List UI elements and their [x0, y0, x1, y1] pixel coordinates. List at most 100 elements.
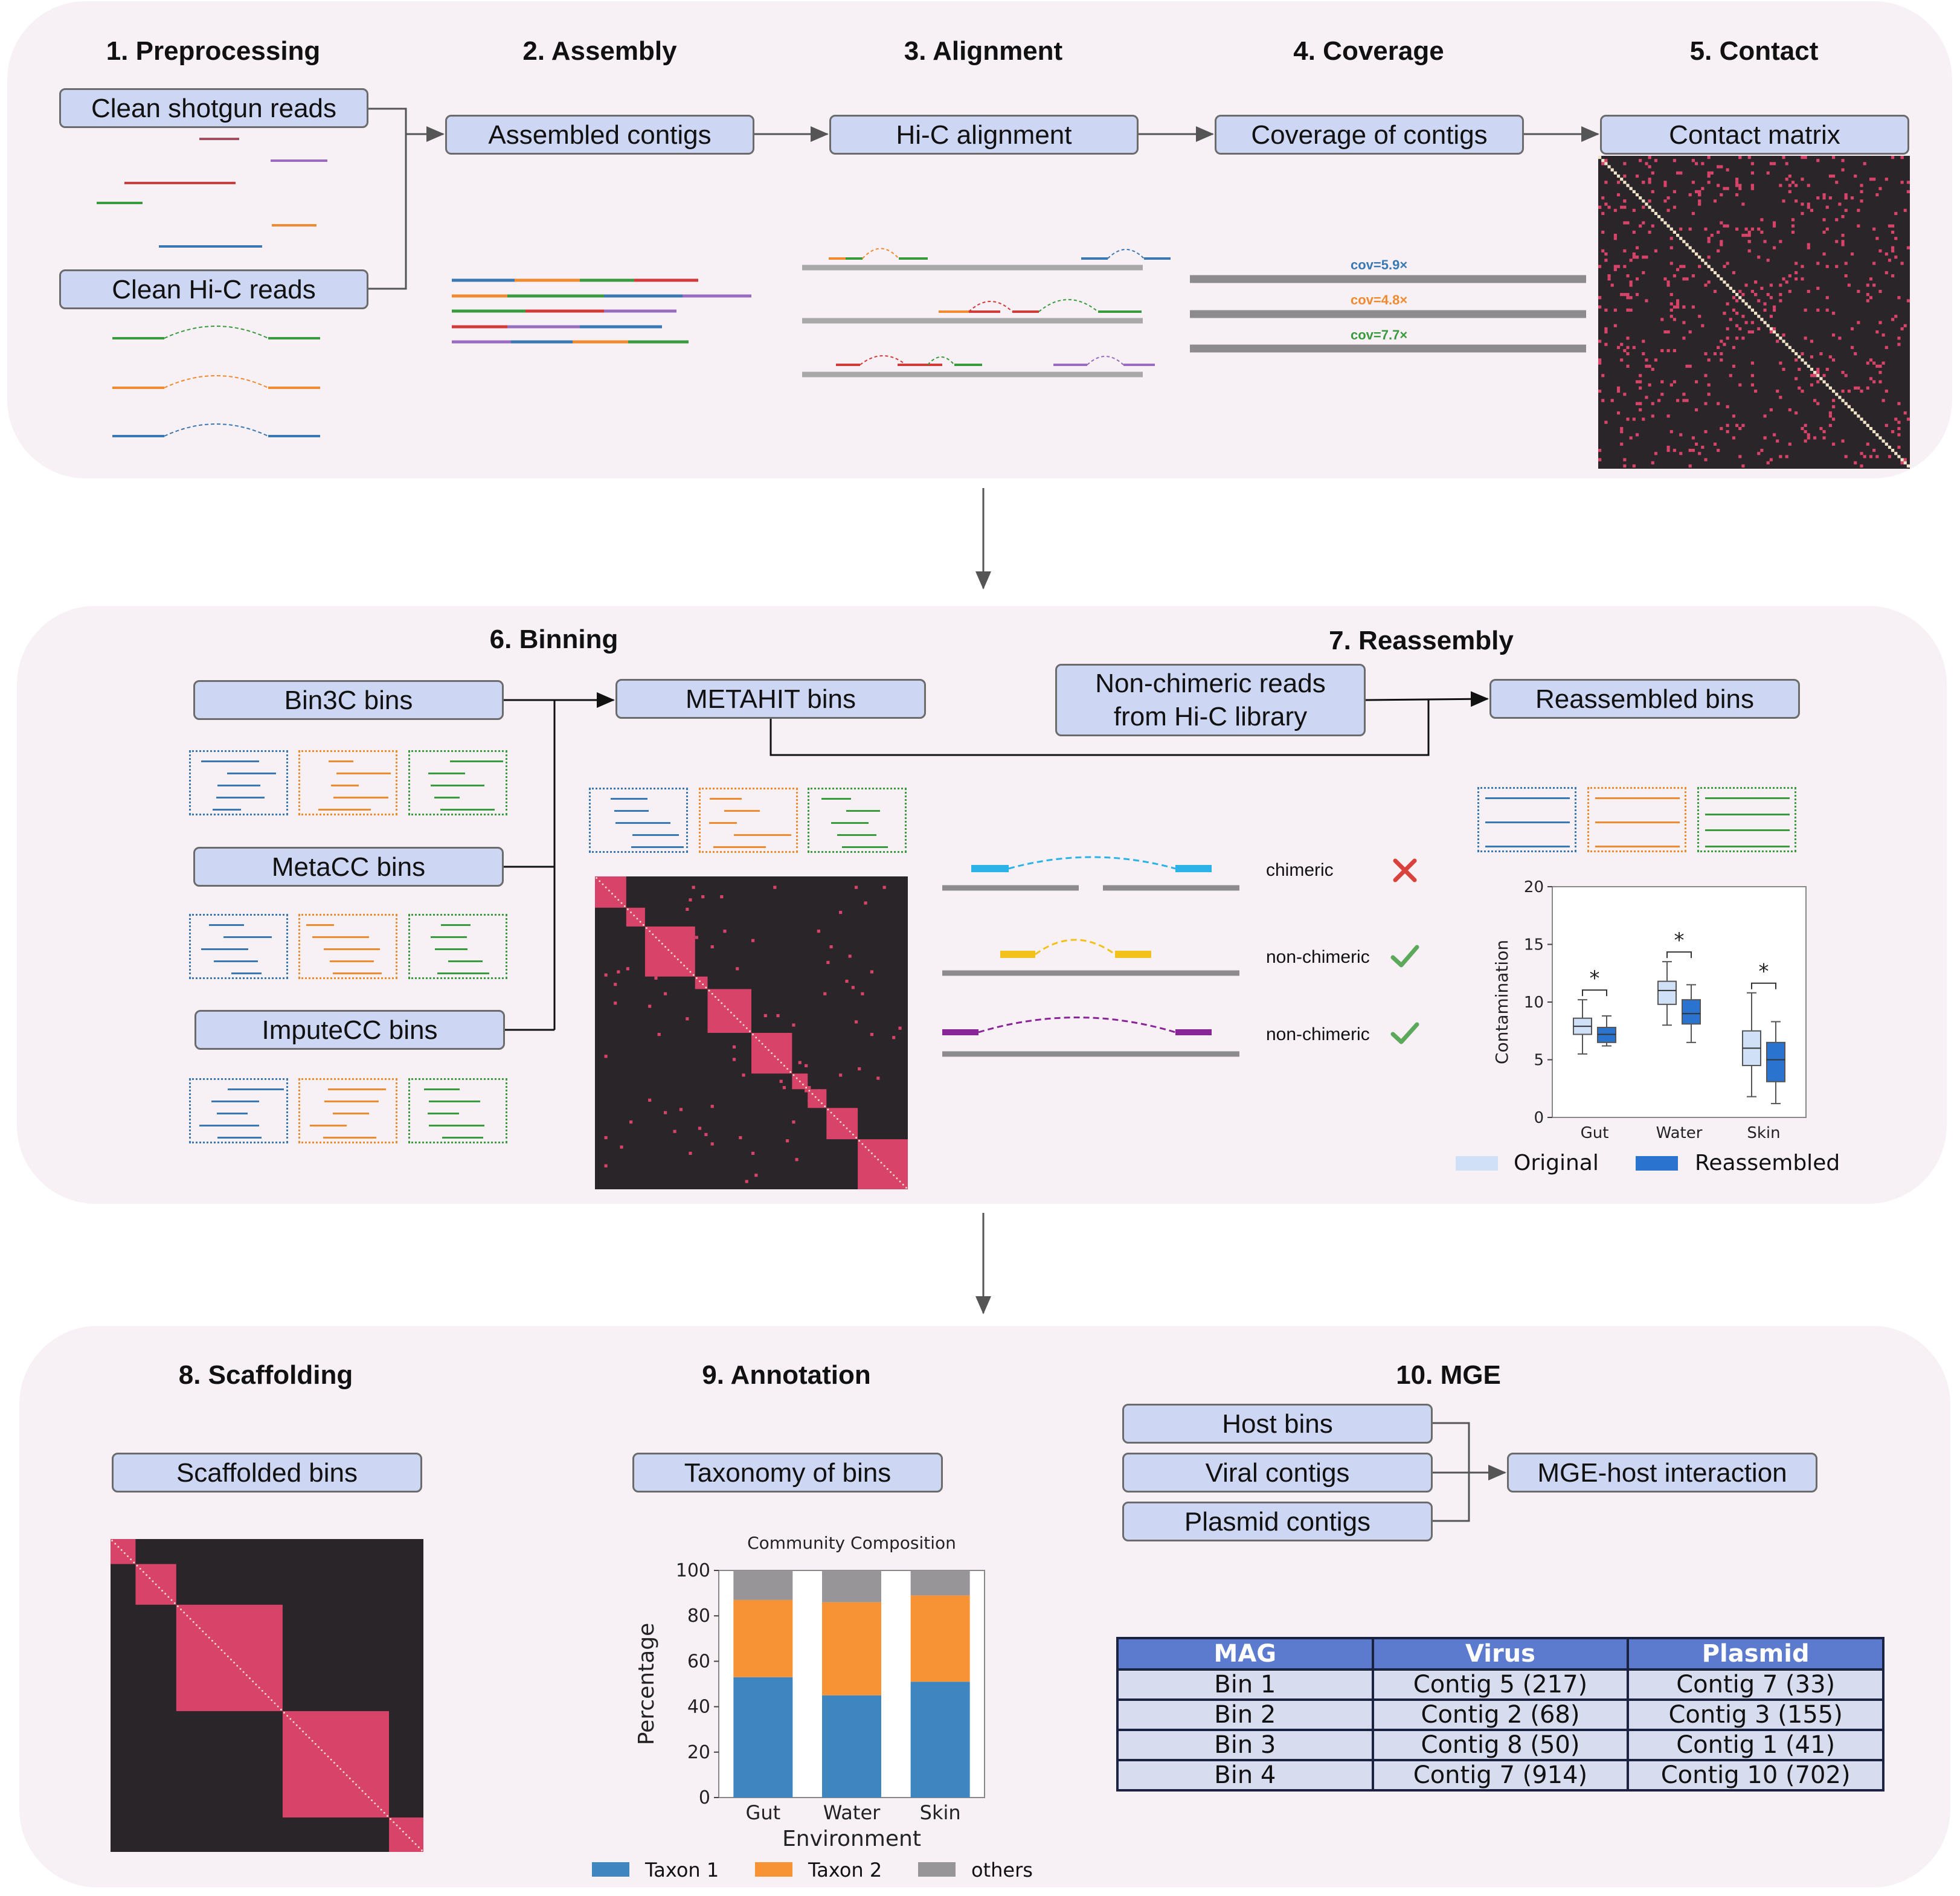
- matrix-cell: [1604, 252, 1608, 256]
- matrix-cell: [1750, 162, 1754, 165]
- bin-box: [189, 750, 288, 815]
- step-title-binning: 6. Binning: [489, 625, 619, 654]
- table-cell: Contig 10 (702): [1627, 1759, 1884, 1792]
- matrix-diagonal-cell: [667, 949, 670, 951]
- matrix-diagonal-cell: [883, 1165, 885, 1167]
- matrix-cell: [1757, 327, 1761, 330]
- matrix-cell: [1613, 237, 1617, 240]
- matrix-diagonal-cell: [371, 1799, 373, 1801]
- node-host-bins[interactable]: Host bins: [1122, 1404, 1433, 1444]
- bin-box: [189, 1078, 288, 1143]
- matrix-cell: [1679, 265, 1683, 268]
- matrix-diagonal-cell: [1666, 224, 1670, 228]
- y-tick-label: 10: [1524, 994, 1544, 1012]
- matrix-diagonal-cell: [683, 965, 685, 966]
- matrix-cell: [1666, 283, 1670, 287]
- node-bin3c-bins[interactable]: Bin3C bins: [193, 680, 504, 720]
- contig-line: [329, 760, 353, 762]
- node-assembled-contigs[interactable]: Assembled contigs: [445, 115, 754, 155]
- matrix-diagonal-cell: [345, 1774, 348, 1776]
- matrix-cell: [1663, 199, 1667, 203]
- matrix-cell: [1623, 174, 1627, 178]
- matrix-cell: [1897, 342, 1901, 346]
- matrix-diagonal-cell: [139, 1567, 141, 1570]
- matrix-cell: [785, 1139, 789, 1143]
- contig-line: [837, 834, 876, 836]
- matrix-cell: [1629, 296, 1633, 300]
- matrix-cell: [1598, 205, 1602, 209]
- node-contact-matrix[interactable]: Contact matrix: [1600, 115, 1909, 155]
- node-clean-shotgun-reads[interactable]: Clean shotgun reads: [59, 88, 368, 128]
- matrix-cell: [1772, 305, 1776, 309]
- node-nonchimeric-reads[interactable]: Non-chimeric reads from Hi-C library: [1055, 664, 1366, 736]
- contig-line: [442, 1137, 483, 1139]
- matrix-cell: [1735, 184, 1739, 187]
- matrix-cell: [1682, 277, 1686, 281]
- matrix-cell: [1816, 380, 1820, 384]
- boxplot-legend: Original Reassembled: [1456, 1151, 1848, 1181]
- matrix-cell: [1691, 181, 1695, 184]
- matrix-cell: [1906, 190, 1910, 193]
- matrix-cell: [1828, 196, 1832, 200]
- matrix-diagonal-cell: [1863, 420, 1866, 424]
- matrix-cell: [1769, 283, 1773, 287]
- node-plasmid-contigs[interactable]: Plasmid contigs: [1122, 1502, 1433, 1541]
- step-title-alignment: 3. Alignment: [904, 36, 1063, 66]
- matrix-diagonal-cell: [715, 996, 716, 998]
- matrix-diagonal-cell: [818, 1099, 820, 1101]
- matrix-diagonal-cell: [280, 1709, 282, 1711]
- matrix-cell: [1788, 408, 1791, 412]
- node-scaffolded-bins[interactable]: Scaffolded bins: [112, 1453, 422, 1493]
- node-coverage-of-contigs[interactable]: Coverage of contigs: [1215, 115, 1524, 155]
- node-taxonomy-of-bins[interactable]: Taxonomy of bins: [632, 1453, 943, 1493]
- node-viral-contigs[interactable]: Viral contigs: [1122, 1453, 1433, 1493]
- matrix-cell: [848, 954, 852, 958]
- matrix-diagonal-cell: [1819, 377, 1823, 381]
- matrix-cell: [1891, 274, 1895, 278]
- matrix-cell: [1645, 364, 1648, 368]
- table-cell: Bin 1: [1116, 1668, 1374, 1701]
- node-metacc-bins[interactable]: MetaCC bins: [193, 847, 504, 887]
- matrix-diagonal-cell: [736, 1018, 738, 1020]
- matrix-cell: [1694, 190, 1698, 193]
- matrix-cell: [792, 1120, 795, 1124]
- matrix-cell: [1694, 408, 1698, 412]
- matrix-cell: [1639, 386, 1642, 390]
- matrix-cell: [1744, 234, 1748, 237]
- node-mge-host-interaction[interactable]: MGE-host interaction: [1507, 1453, 1817, 1493]
- matrix-cell: [808, 1086, 811, 1090]
- matrix-cell: [1801, 390, 1804, 393]
- x-tick-label: Water: [823, 1801, 881, 1824]
- matrix-diagonal-cell: [805, 1087, 807, 1088]
- matrix-cell: [1807, 205, 1810, 209]
- matrix-cell: [1835, 265, 1839, 268]
- matrix-diagonal-cell: [699, 980, 701, 982]
- matrix-cell: [1810, 339, 1814, 343]
- matrix-diagonal-cell: [596, 877, 597, 879]
- matrix-cell: [1698, 202, 1701, 206]
- matrix-cell: [1894, 237, 1898, 240]
- matrix-diagonal-cell: [1841, 399, 1845, 402]
- matrix-cell: [1779, 396, 1782, 399]
- node-imputecc-bins[interactable]: ImputeCC bins: [194, 1010, 505, 1050]
- significance-bracket: [1751, 982, 1776, 989]
- matrix-cell: [1707, 383, 1711, 387]
- matrix-cell: [1688, 193, 1692, 197]
- contig-line: [336, 773, 391, 774]
- matrix-cell: [1872, 361, 1876, 365]
- matrix-cell: [686, 907, 689, 911]
- matrix-cell: [629, 1120, 633, 1124]
- node-clean-hic-reads[interactable]: Clean Hi-C reads: [59, 269, 368, 309]
- node-reassembled-bins[interactable]: Reassembled bins: [1489, 679, 1800, 719]
- matrix-cell: [1828, 355, 1832, 359]
- matrix-cell: [1672, 159, 1676, 162]
- contig-line: [1705, 797, 1790, 799]
- matrix-cell: [1691, 436, 1695, 440]
- matrix-diagonal-cell: [227, 1655, 229, 1657]
- matrix-cell: [1620, 430, 1624, 434]
- matrix-diagonal-cell: [117, 1546, 120, 1548]
- node-metahit-bins[interactable]: METAHIT bins: [615, 679, 926, 719]
- matrix-diagonal-cell: [890, 1171, 892, 1173]
- node-hic-alignment[interactable]: Hi-C alignment: [829, 115, 1139, 155]
- matrix-cell: [1850, 252, 1854, 256]
